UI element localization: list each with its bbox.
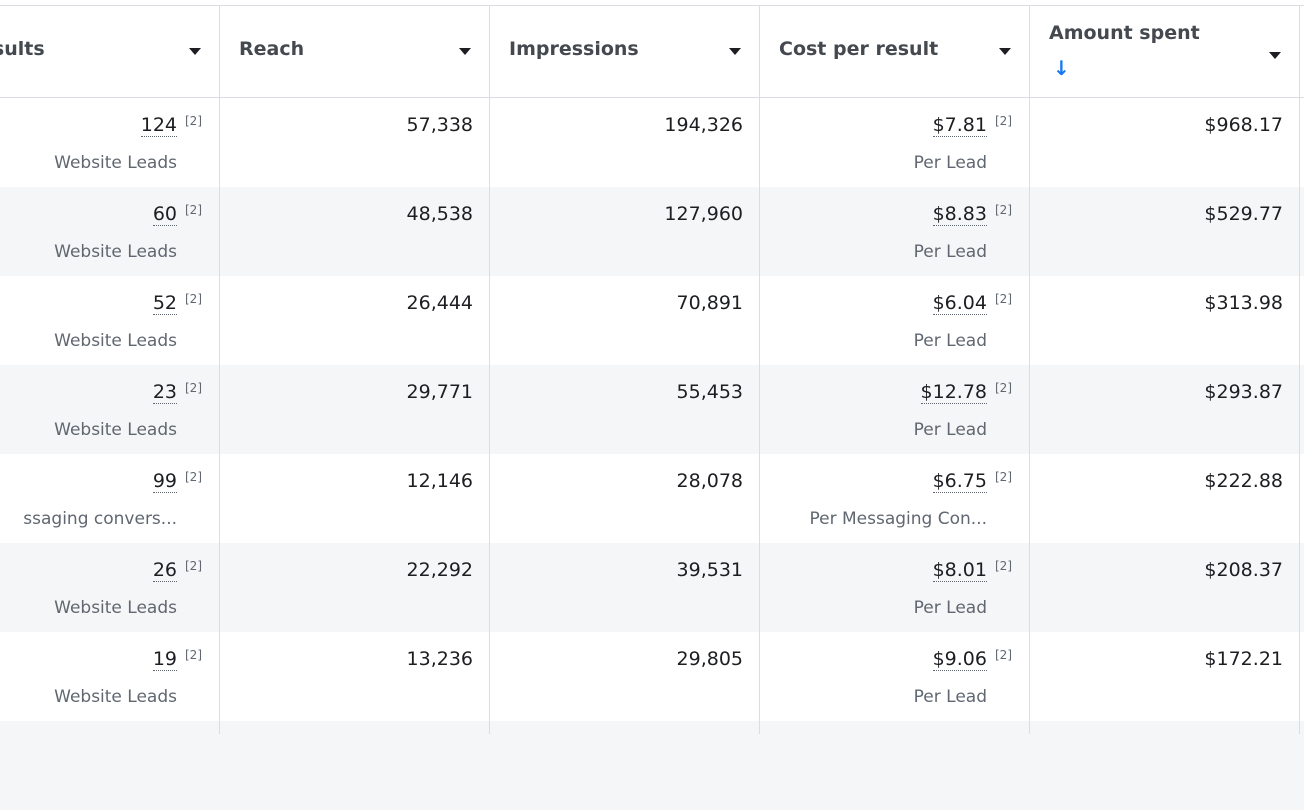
reach-value: 12,146: [406, 470, 473, 492]
column-header[interactable]: esults: [0, 38, 45, 60]
reach-value: 57,338: [406, 114, 473, 136]
column-divider: [219, 5, 220, 734]
footnote: [2]: [995, 381, 1012, 395]
row-bg: [0, 187, 1304, 276]
cost-type: Per Lead: [913, 331, 987, 351]
amount-value: $968.17: [1204, 114, 1283, 136]
cost-value[interactable]: $8.01: [932, 559, 987, 582]
cost-type: Per Lead: [913, 687, 987, 707]
footnote: [2]: [185, 470, 202, 484]
row-bg: [0, 276, 1304, 365]
cost-value[interactable]: $12.78: [920, 381, 987, 404]
cost-value[interactable]: $6.04: [932, 292, 987, 315]
column-header[interactable]: Impressions: [509, 38, 639, 60]
sort-arrow: ↓: [1053, 56, 1070, 80]
footnote: [2]: [995, 292, 1012, 306]
header-top-border: [0, 5, 1304, 6]
cost-type: Per Messaging Con...: [809, 509, 988, 529]
row-bg: [0, 721, 1304, 810]
impressions-value: 70,891: [676, 292, 743, 314]
sort-menu-icon[interactable]: [189, 48, 201, 55]
results-value[interactable]: 23: [152, 381, 177, 404]
reach-value: 29,771: [406, 381, 473, 403]
result-type: Website Leads: [54, 687, 177, 707]
amount-value: $222.88: [1204, 470, 1283, 492]
cost-type: Per Lead: [913, 598, 987, 618]
row-bg: [0, 365, 1304, 454]
column-divider: [1029, 5, 1030, 734]
result-type: Website Leads: [54, 598, 177, 618]
footnote: [2]: [995, 203, 1012, 217]
footnote: [2]: [185, 381, 202, 395]
header-bottom-border: [0, 97, 1304, 98]
footnote: [2]: [185, 292, 202, 306]
column-header[interactable]: Cost per result: [779, 38, 939, 60]
footnote: [2]: [185, 559, 202, 573]
reach-value: 22,292: [406, 559, 473, 581]
reach-value: 26,444: [406, 292, 473, 314]
results-value[interactable]: 124: [140, 114, 177, 137]
result-type: ssaging convers...: [23, 509, 177, 529]
impressions-value: 55,453: [676, 381, 743, 403]
result-type: Website Leads: [54, 331, 177, 351]
amount-value: $172.21: [1204, 648, 1283, 670]
row-bg: [0, 543, 1304, 632]
amount-value: $529.77: [1204, 203, 1283, 225]
cost-value[interactable]: $9.06: [932, 648, 987, 671]
results-value[interactable]: 99: [152, 470, 177, 493]
impressions-value: 29,805: [676, 648, 743, 670]
column-header[interactable]: Reach: [239, 38, 305, 60]
column-header[interactable]: Amount spent: [1049, 22, 1200, 44]
sort-menu-icon[interactable]: [459, 48, 471, 55]
result-type: Website Leads: [54, 242, 177, 262]
cost-type: Per Lead: [913, 153, 987, 173]
footnote: [2]: [185, 648, 202, 662]
column-divider: [1299, 5, 1300, 734]
impressions-value: 127,960: [664, 203, 743, 225]
row-bg: [0, 454, 1304, 543]
row-bg: [0, 632, 1304, 721]
cost-type: Per Lead: [913, 420, 987, 440]
footnote: [2]: [185, 114, 202, 128]
impressions-value: 28,078: [676, 470, 743, 492]
footnote: [2]: [995, 648, 1012, 662]
footnote: [2]: [995, 559, 1012, 573]
cost-value[interactable]: $8.83: [932, 203, 987, 226]
sort-menu-icon[interactable]: [999, 48, 1011, 55]
sort-menu-icon[interactable]: [729, 48, 741, 55]
results-value[interactable]: 19: [152, 648, 177, 671]
column-divider: [489, 5, 490, 734]
footnote: [2]: [995, 470, 1012, 484]
result-type: Website Leads: [54, 153, 177, 173]
ads-table: esults Reach Impressions Cost per result Amo…: [0, 5, 1304, 734]
reach-value: 13,236: [406, 648, 473, 670]
cost-type: Per Lead: [913, 242, 987, 262]
amount-value: $293.87: [1204, 381, 1283, 403]
result-type: Website Leads: [54, 420, 177, 440]
footnote: [2]: [995, 114, 1012, 128]
column-divider: [759, 5, 760, 734]
sort-menu-icon[interactable]: [1269, 52, 1281, 59]
results-value[interactable]: 52: [152, 292, 177, 315]
footnote: [2]: [185, 203, 202, 217]
results-value[interactable]: 60: [152, 203, 177, 226]
row-bg: [0, 98, 1304, 187]
amount-value: $313.98: [1204, 292, 1283, 314]
amount-value: $208.37: [1204, 559, 1283, 581]
impressions-value: 194,326: [664, 114, 743, 136]
impressions-value: 39,531: [676, 559, 743, 581]
reach-value: 48,538: [406, 203, 473, 225]
results-value[interactable]: 26: [152, 559, 177, 582]
cost-value[interactable]: $6.75: [932, 470, 987, 493]
cost-value[interactable]: $7.81: [932, 114, 987, 137]
